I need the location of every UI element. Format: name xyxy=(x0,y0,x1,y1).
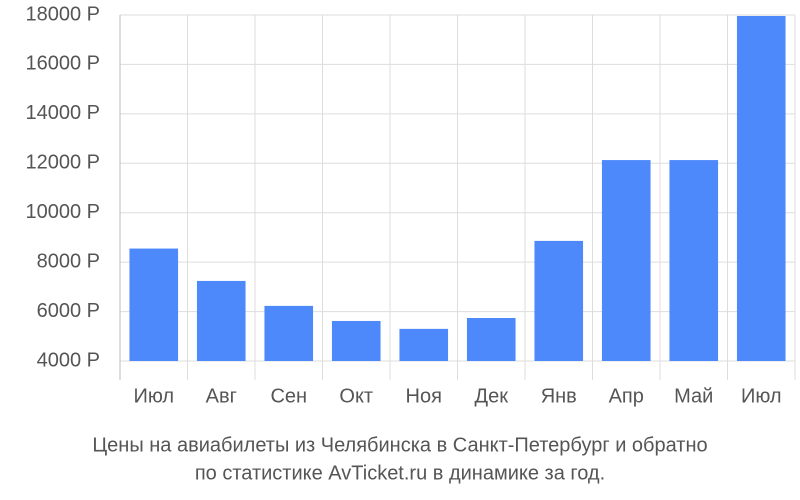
y-tick-label: 10000 Р xyxy=(25,201,100,223)
bar xyxy=(196,280,246,361)
bar xyxy=(736,15,786,361)
chart-title: по статистике AvTicket.ru в динамике за … xyxy=(195,462,605,484)
bar xyxy=(466,317,516,361)
bar xyxy=(331,320,381,361)
x-tick-label: Июл xyxy=(133,385,174,407)
x-tick-label: Апр xyxy=(609,385,644,407)
y-tick-label: 8000 Р xyxy=(37,250,100,272)
y-tick-label: 4000 Р xyxy=(37,349,100,371)
y-tick-label: 14000 Р xyxy=(25,102,100,124)
chart-title: Цены на авиабилеты из Челябинска в Санкт… xyxy=(92,434,707,456)
y-tick-label: 16000 Р xyxy=(25,53,100,75)
bar xyxy=(264,305,314,361)
bar xyxy=(534,240,584,361)
y-tick-label: 12000 Р xyxy=(25,152,100,174)
x-tick-label: Ноя xyxy=(406,385,442,407)
x-tick-label: Авг xyxy=(206,385,237,407)
bar xyxy=(129,248,179,361)
x-tick-label: Сен xyxy=(270,385,307,407)
y-tick-label: 6000 Р xyxy=(37,300,100,322)
y-tick-label: 18000 Р xyxy=(25,3,100,25)
bar xyxy=(601,160,651,361)
x-tick-label: Июл xyxy=(741,385,782,407)
x-tick-label: Дек xyxy=(475,385,509,407)
x-tick-label: Янв xyxy=(541,385,577,407)
bar xyxy=(399,328,449,361)
bar xyxy=(669,160,719,361)
x-tick-label: Окт xyxy=(339,385,373,407)
x-tick-label: Май xyxy=(674,385,713,407)
